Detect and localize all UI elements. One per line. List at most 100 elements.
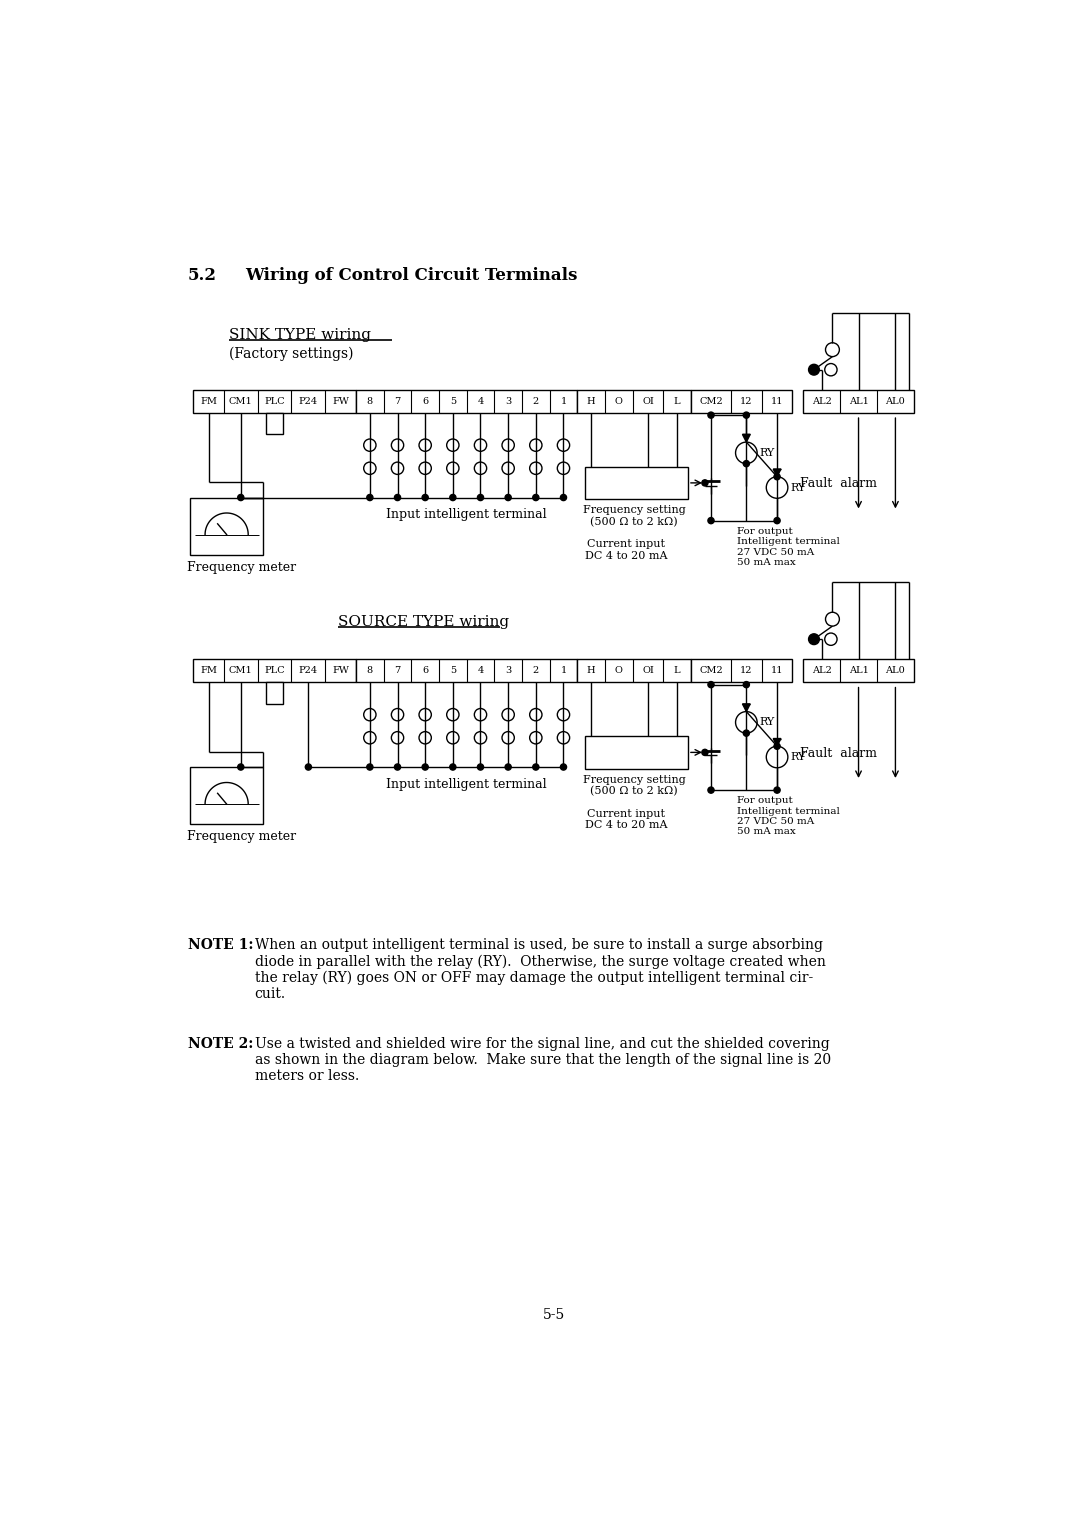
Text: AL0: AL0 [886,397,905,406]
Bar [578,390,691,413]
Text: 7: 7 [394,397,401,406]
Text: 8: 8 [367,397,373,406]
Text: L: L [674,666,680,675]
Polygon shape [773,738,781,746]
Text: Frequency meter: Frequency meter [187,830,296,843]
Text: 12: 12 [740,666,753,675]
Circle shape [306,764,311,770]
Circle shape [367,764,373,770]
Circle shape [367,495,373,501]
Circle shape [394,495,401,501]
Text: Use a twisted and shielded wire for the signal line, and cut the shielded coveri: Use a twisted and shielded wire for the … [255,1036,831,1083]
Text: O: O [615,397,623,406]
Circle shape [702,749,708,755]
Text: 1: 1 [561,397,567,406]
Text: 2: 2 [532,666,539,675]
Text: NOTE 2:: NOTE 2: [188,1036,253,1051]
Text: 5: 5 [449,666,456,675]
Text: PLC: PLC [265,666,285,675]
Text: For output
Intelligent terminal
27 VDC 50 mA
50 mA max: For output Intelligent terminal 27 VDC 5… [737,796,840,836]
Bar [266,413,283,434]
Bar [193,659,356,683]
Text: Current input
DC 4 to 20 mA: Current input DC 4 to 20 mA [585,539,667,561]
Polygon shape [742,434,751,442]
Text: CM1: CM1 [229,666,253,675]
Text: OI: OI [642,397,653,406]
Circle shape [774,743,780,749]
Text: (Factory settings): (Factory settings) [229,347,353,361]
Text: 6: 6 [422,666,429,675]
Text: Fault  alarm: Fault alarm [800,477,877,490]
Circle shape [707,787,714,793]
Bar [691,390,793,413]
Bar [193,390,356,413]
Text: When an output intelligent terminal is used, be sure to install a surge absorbin: When an output intelligent terminal is u… [255,938,825,1001]
Text: CM2: CM2 [699,666,723,675]
Text: Input intelligent terminal: Input intelligent terminal [387,778,546,792]
Circle shape [532,495,539,501]
Bar [356,659,578,683]
Bar [691,659,793,683]
Circle shape [238,764,244,770]
Text: Input intelligent terminal: Input intelligent terminal [387,509,546,521]
Text: 5: 5 [449,397,456,406]
Bar [356,390,578,413]
Circle shape [505,764,511,770]
Text: 12: 12 [740,397,753,406]
Bar [266,683,283,704]
Text: RY: RY [791,483,806,492]
Text: NOTE 1:: NOTE 1: [188,938,253,952]
Text: 5.2: 5.2 [188,266,217,284]
Text: L: L [674,397,680,406]
Circle shape [743,413,750,419]
Circle shape [774,787,780,793]
Circle shape [505,495,511,501]
Text: AL0: AL0 [886,666,905,675]
Bar [804,390,914,413]
Text: 7: 7 [394,666,401,675]
Text: FM: FM [200,666,217,675]
Circle shape [743,730,750,736]
Bar [578,659,691,683]
Text: 11: 11 [771,666,783,675]
Circle shape [422,495,429,501]
Circle shape [707,518,714,524]
Text: AL1: AL1 [849,397,868,406]
Text: Frequency setting
(500 Ω to 2 kΩ): Frequency setting (500 Ω to 2 kΩ) [583,506,686,527]
Text: CM2: CM2 [699,397,723,406]
Polygon shape [742,704,751,712]
Text: FW: FW [333,666,349,675]
Text: 3: 3 [505,666,511,675]
Text: Frequency meter: Frequency meter [187,561,296,573]
Circle shape [477,764,484,770]
Text: OI: OI [642,666,653,675]
Text: H: H [586,397,595,406]
Text: P24: P24 [299,397,318,406]
Text: P24: P24 [299,666,318,675]
Text: AL2: AL2 [812,666,832,675]
Text: 4: 4 [477,666,484,675]
Text: RY: RY [791,752,806,762]
Text: CM1: CM1 [229,397,253,406]
Circle shape [707,413,714,419]
Text: SOURCE TYPE wiring: SOURCE TYPE wiring [338,614,509,628]
Text: 6: 6 [422,397,429,406]
Circle shape [743,460,750,466]
Circle shape [238,495,244,501]
Text: For output
Intelligent terminal
27 VDC 50 mA
50 mA max: For output Intelligent terminal 27 VDC 5… [737,527,840,567]
Text: 2: 2 [532,397,539,406]
Bar [190,498,264,555]
Circle shape [774,474,780,480]
Text: 4: 4 [477,397,484,406]
Text: 8: 8 [367,666,373,675]
Text: 5-5: 5-5 [542,1308,565,1322]
Circle shape [561,495,567,501]
Bar [585,736,688,769]
Circle shape [743,681,750,688]
Circle shape [809,364,820,374]
Text: RY: RY [759,448,774,458]
Text: RY: RY [759,717,774,727]
Text: 1: 1 [561,666,567,675]
Circle shape [561,764,567,770]
Bar [585,466,688,500]
